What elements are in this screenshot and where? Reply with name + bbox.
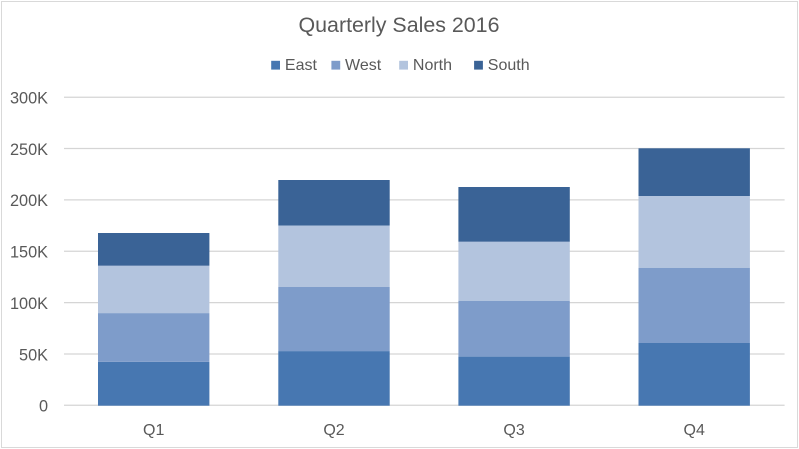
svg-text:150K: 150K <box>10 244 48 262</box>
svg-text:200K: 200K <box>10 192 48 210</box>
svg-text:East: East <box>285 57 318 74</box>
svg-text:Q2: Q2 <box>323 422 344 439</box>
svg-text:100K: 100K <box>10 295 48 313</box>
svg-text:250K: 250K <box>10 141 48 159</box>
svg-text:South: South <box>488 57 530 74</box>
svg-text:West: West <box>345 57 382 74</box>
svg-text:North: North <box>413 57 452 74</box>
svg-text:0: 0 <box>39 398 48 416</box>
svg-text:Q4: Q4 <box>684 422 705 439</box>
svg-text:Q1: Q1 <box>143 422 164 439</box>
svg-text:Q3: Q3 <box>503 422 524 439</box>
svg-text:300K: 300K <box>10 90 48 108</box>
svg-text:Quarterly Sales 2016: Quarterly Sales 2016 <box>299 13 500 37</box>
svg-text:50K: 50K <box>19 346 48 364</box>
